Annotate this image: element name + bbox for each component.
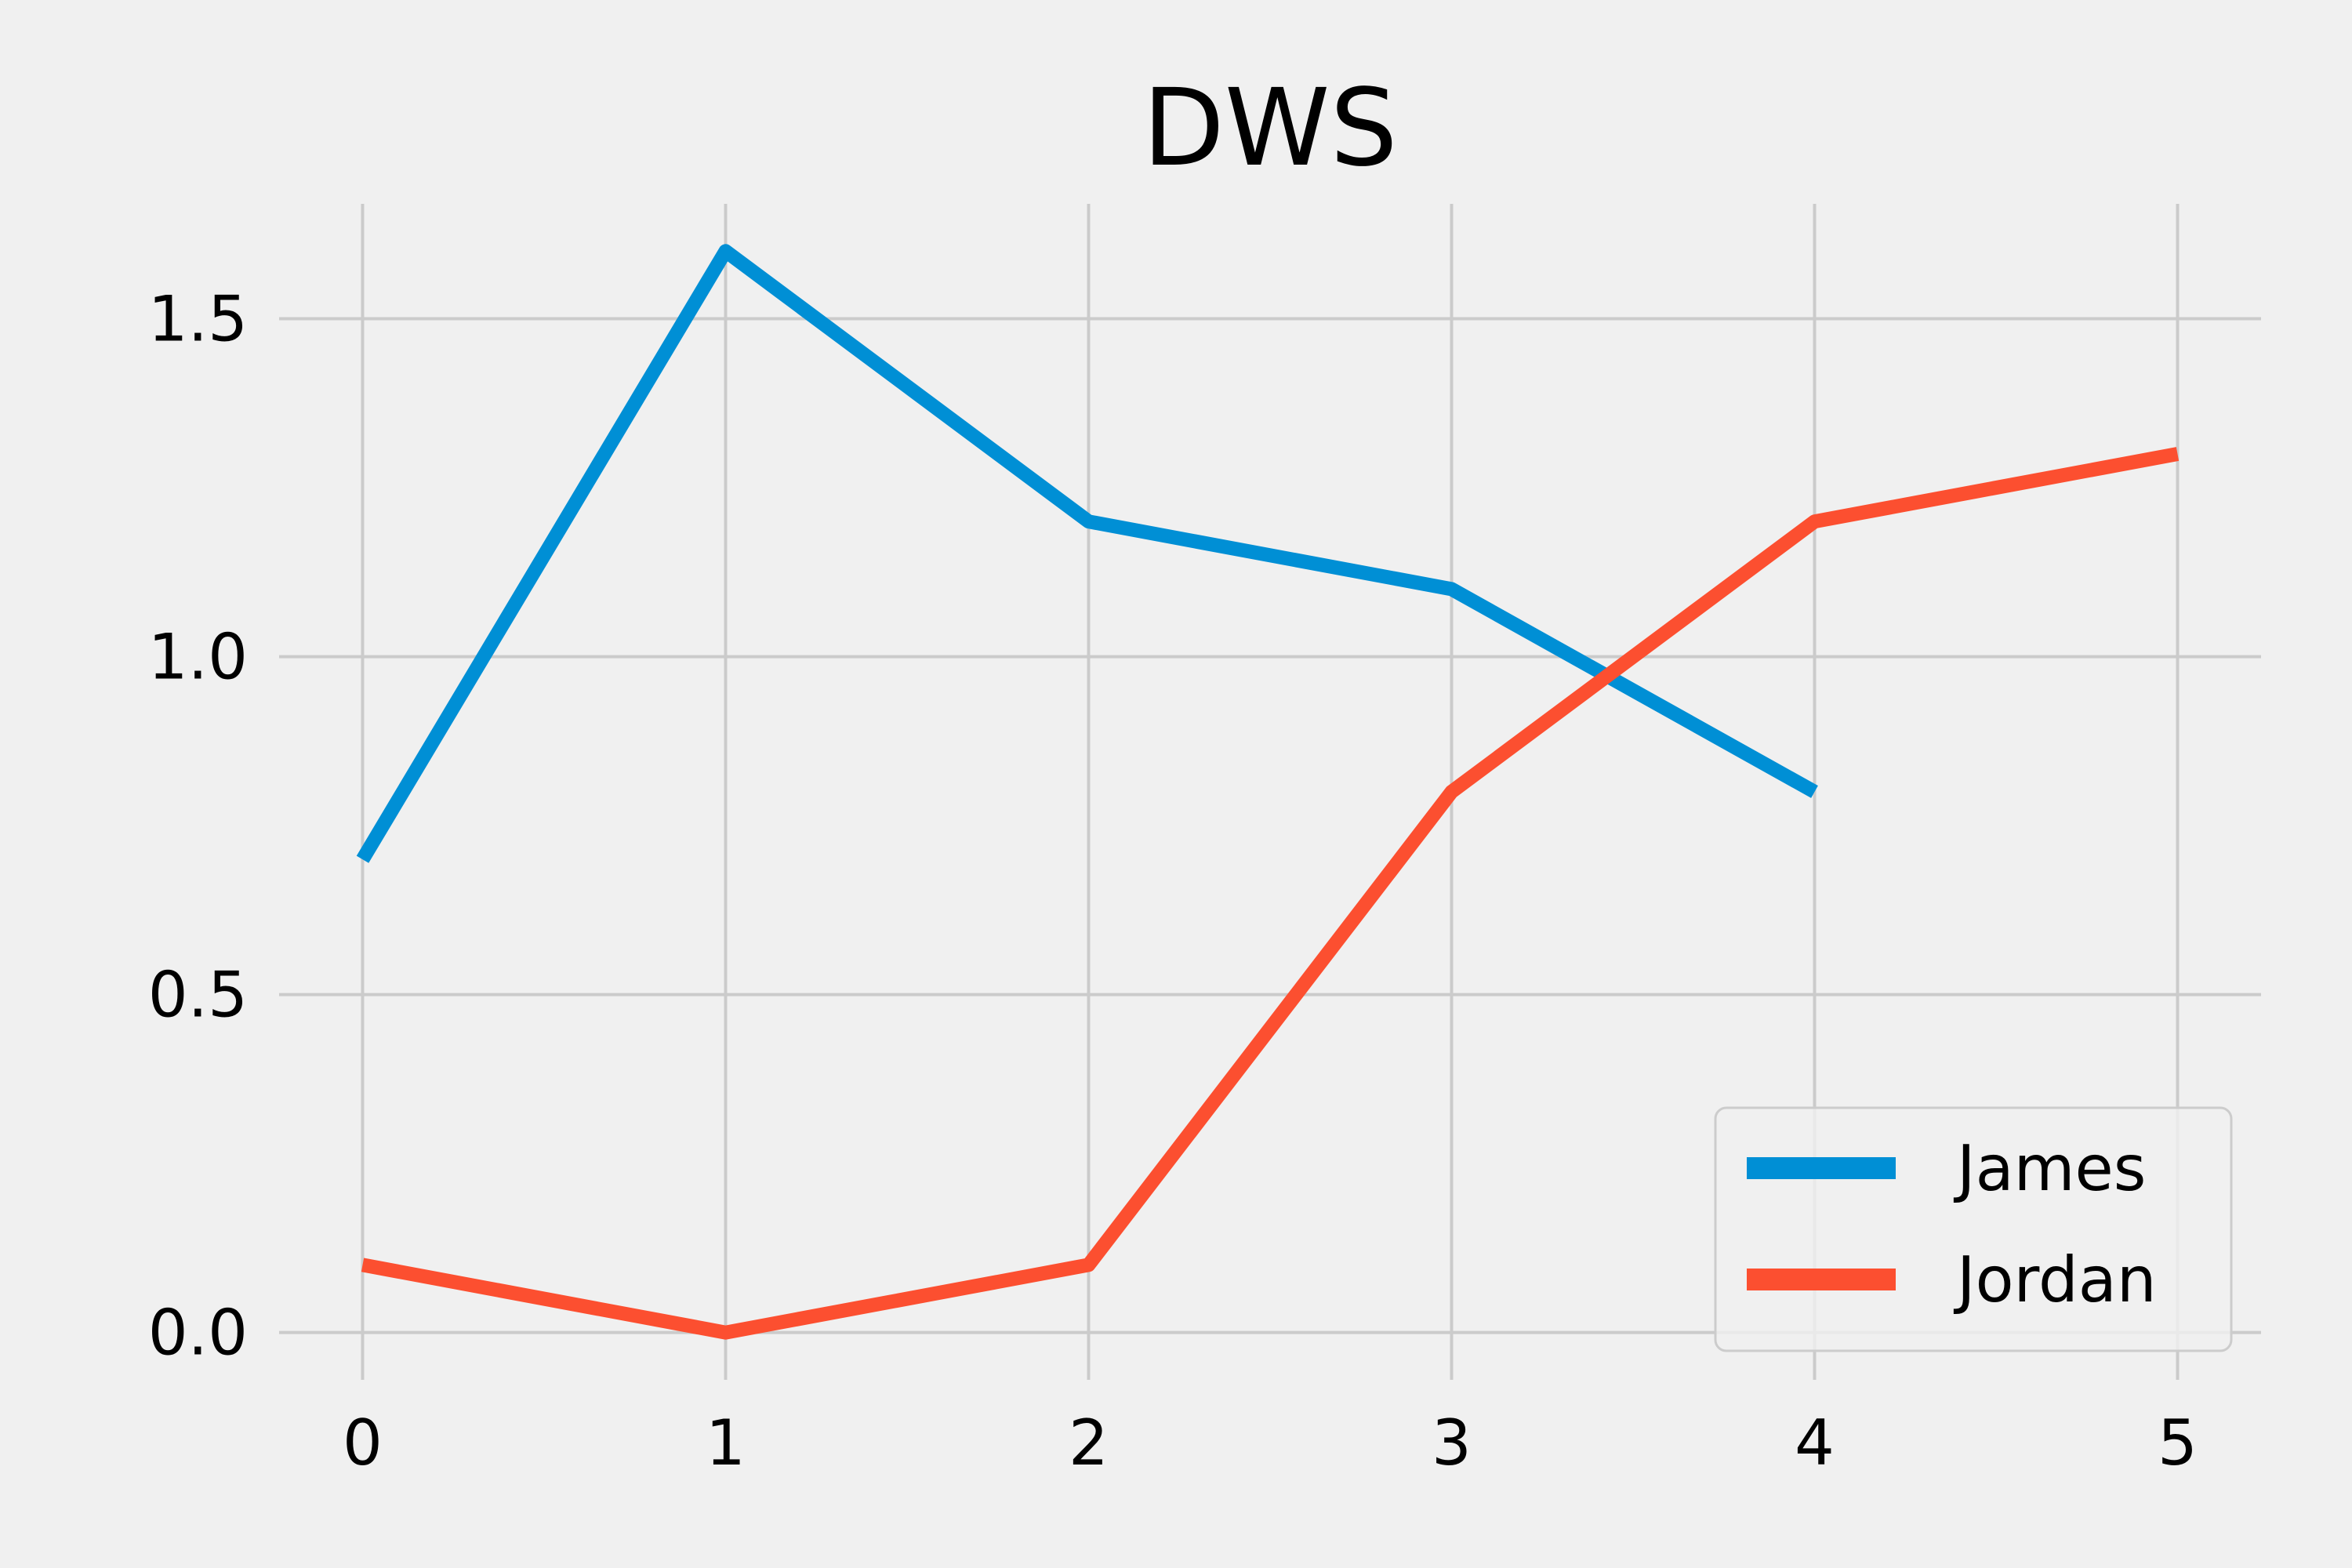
series-lines: [356, 244, 2180, 1340]
y-tick-label: 1.0: [148, 621, 248, 694]
legend: James Jordan: [1714, 1106, 2233, 1352]
x-tick-label: 2: [1069, 1406, 1109, 1479]
y-tick-label: 0.0: [148, 1297, 248, 1370]
x-tick-label: 3: [1432, 1406, 1472, 1479]
x-tick-label: 5: [2158, 1406, 2198, 1479]
chart-title: DWS: [1142, 67, 1398, 191]
grid: [279, 204, 2261, 1380]
x-tick-label: 1: [706, 1406, 746, 1479]
legend-label-jordan: Jordan: [1953, 1243, 2157, 1316]
y-axis-ticks: 0.0 0.5 1.0 1.5: [148, 283, 248, 1370]
x-tick-label: 0: [343, 1406, 383, 1479]
y-tick-label: 0.5: [148, 959, 248, 1032]
series-line-jordan: [361, 447, 2180, 1340]
legend-label-james: James: [1953, 1132, 2146, 1205]
y-tick-label: 1.5: [148, 283, 248, 356]
x-axis-ticks: 0 1 2 3 4 5: [343, 1406, 2198, 1479]
x-tick-label: 4: [1795, 1406, 1835, 1479]
series-line-james: [356, 244, 1818, 863]
